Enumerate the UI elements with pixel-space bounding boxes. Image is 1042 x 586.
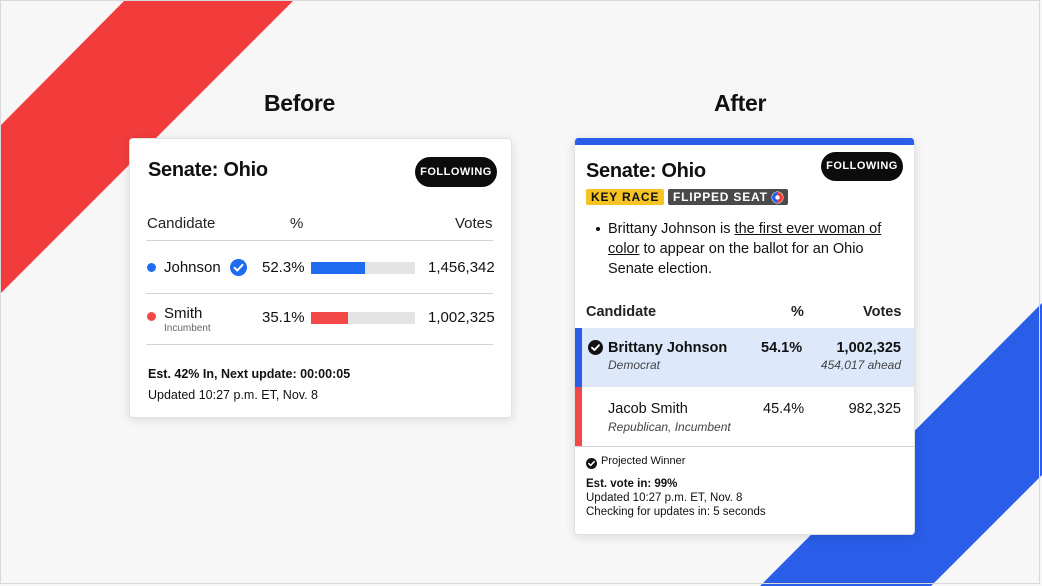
party-dot: [147, 312, 156, 321]
candidate-percent: 52.3%: [262, 259, 305, 276]
vote-share-bar: [311, 262, 415, 274]
race-note-link[interactable]: the first ever woman of color: [608, 221, 882, 257]
key-race-badge: KEY RACE: [586, 189, 665, 205]
projected-winner-check-icon: [586, 456, 597, 469]
votes-column-header: Votes: [863, 304, 902, 320]
candidate-percent: 45.4%: [763, 401, 805, 417]
after-heading: After: [714, 90, 767, 116]
candidate-votes: 1,002,325: [836, 340, 901, 356]
party-indicator: [575, 387, 582, 446]
updated-timestamp: Updated 10:27 p.m. ET, Nov. 8: [148, 388, 319, 402]
candidate-column-header: Candidate: [586, 304, 657, 320]
candidate-percent: 35.1%: [262, 309, 305, 326]
candidate-subtitle: Incumbent: [164, 323, 211, 334]
check-badge-icon: [230, 259, 247, 276]
bullet-dot: [596, 227, 600, 231]
candidate-name: Johnson: [164, 259, 221, 276]
race-status: Est. 42% In, Next update: 00:00:05: [148, 367, 351, 381]
card-top-accent: [575, 138, 914, 145]
candidate-name: Smith: [164, 305, 203, 322]
lead-margin: 454,017 ahead: [820, 358, 901, 372]
percent-column-header: %: [290, 215, 304, 232]
race-note-text: Brittany Johnson is: [608, 221, 735, 237]
before-heading: Before: [264, 90, 336, 116]
following-button[interactable]: FOLLOWING: [415, 157, 497, 187]
vote-share-fill: [311, 262, 366, 274]
candidate-column-header: Candidate: [147, 215, 216, 232]
race-title: Senate: Ohio: [148, 159, 268, 181]
party-indicator: [575, 328, 582, 387]
divider: [146, 240, 493, 241]
candidate-votes: 982,325: [848, 401, 901, 417]
flip-icon: [771, 191, 784, 204]
est-vote-in: Est. vote in: 99%: [586, 478, 678, 490]
percent-column-header: %: [791, 304, 804, 320]
before-race-card: Senate: Ohio FOLLOWING Candidate % Votes…: [129, 138, 512, 418]
winner-row[interactable]: Brittany Johnson Democrat 54.1% 1,002,32…: [575, 328, 914, 387]
party-dot: [147, 263, 156, 272]
candidate-percent: 54.1%: [761, 340, 803, 356]
vote-share-bar: [311, 312, 415, 324]
race-note: Brittany Johnson is the first ever woman…: [608, 219, 903, 279]
candidate-row[interactable]: Jacob Smith Republican, Incumbent 45.4% …: [575, 387, 914, 446]
flipped-seat-label: FLIPPED SEAT: [673, 190, 768, 204]
candidate-name: Brittany Johnson: [608, 340, 728, 356]
race-title: Senate: Ohio: [586, 160, 706, 182]
winner-check-icon: [588, 340, 603, 355]
vote-share-fill: [311, 312, 348, 324]
race-note-text: to appear on the ballot for an Ohio Sena…: [608, 241, 864, 277]
divider: [575, 446, 914, 447]
candidate-votes: 1,456,342: [428, 259, 495, 276]
following-button[interactable]: FOLLOWING: [821, 152, 903, 181]
flipped-seat-badge: FLIPPED SEAT: [668, 189, 788, 205]
votes-column-header: Votes: [455, 215, 493, 232]
candidate-name: Jacob Smith: [608, 401, 688, 417]
divider: [146, 293, 493, 294]
after-race-card: Senate: Ohio FOLLOWING KEY RACE FLIPPED …: [574, 138, 915, 535]
updated-timestamp: Updated 10:27 p.m. ET, Nov. 8: [586, 492, 743, 504]
update-countdown: Checking for updates in: 5 seconds: [586, 506, 766, 518]
candidate-party: Democrat: [608, 358, 661, 372]
divider: [146, 344, 493, 345]
candidate-votes: 1,002,325: [428, 309, 495, 326]
candidate-party: Republican, Incumbent: [608, 420, 731, 434]
projected-winner-label: Projected Winner: [601, 455, 686, 467]
